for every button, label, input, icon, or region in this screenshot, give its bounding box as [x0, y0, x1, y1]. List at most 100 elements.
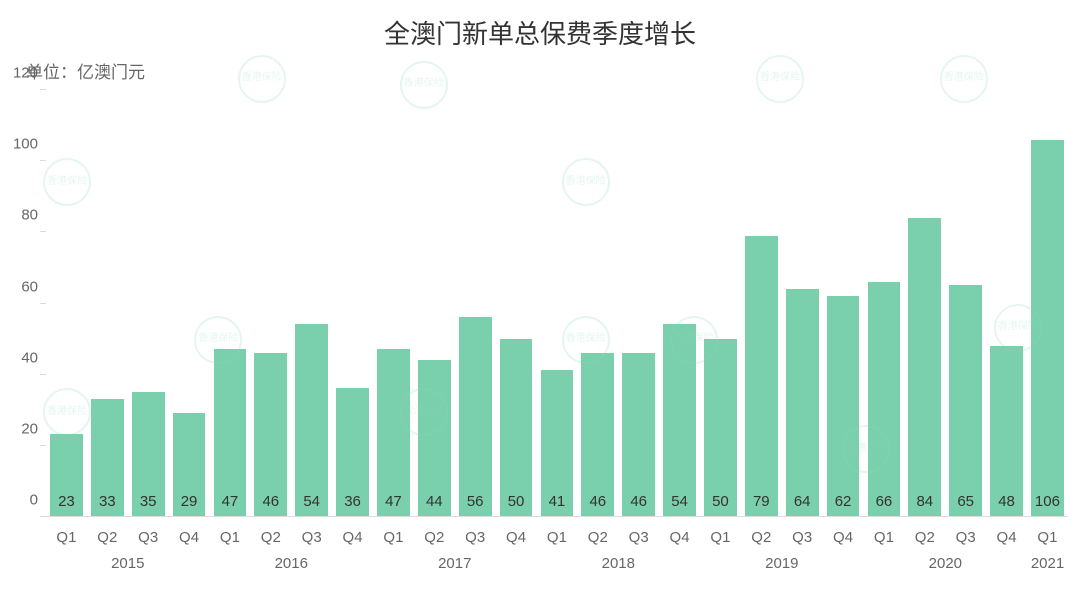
- chart-container: 全澳门新单总保费季度增长 单位：亿澳门元 2333352947465436474…: [0, 0, 1080, 607]
- bar-value-label: 46: [254, 493, 287, 510]
- bar-slot: 44: [414, 90, 455, 516]
- y-tick: [40, 231, 46, 232]
- bar-value-label: 54: [295, 493, 328, 510]
- bar-slot: 79: [741, 90, 782, 516]
- bar-value-label: 46: [622, 493, 655, 510]
- bar-value-label: 36: [336, 493, 369, 510]
- bar-slot: 48: [986, 90, 1027, 516]
- bar-slot: 50: [496, 90, 537, 516]
- bar-slot: 64: [782, 90, 823, 516]
- bar-slot: 106: [1027, 90, 1068, 516]
- x-year-label: 2015: [46, 551, 210, 572]
- bar-value-label: 29: [173, 493, 206, 510]
- bar-slot: 36: [332, 90, 373, 516]
- bar-slot: 46: [250, 90, 291, 516]
- x-quarter-label: Q2: [904, 523, 945, 546]
- bar-value-label: 23: [50, 493, 83, 510]
- bar-slot: 47: [210, 90, 251, 516]
- bar: 41: [541, 370, 574, 516]
- bar: 50: [500, 339, 533, 517]
- y-tick: [40, 445, 46, 446]
- x-quarter-label: Q4: [659, 523, 700, 546]
- bar-slot: 46: [577, 90, 618, 516]
- x-quarter-label: Q1: [1027, 523, 1068, 546]
- bar: 35: [132, 392, 165, 516]
- bar-slot: 65: [945, 90, 986, 516]
- bars-region: 23 33 35 29 47 46 54 36 47 44 56 50 41 46 46 54 50 796462…: [46, 90, 1068, 517]
- bar-slot: 50: [700, 90, 741, 516]
- bar-value-label: 35: [132, 493, 165, 510]
- x-quarter-label: Q4: [169, 523, 210, 546]
- bar-value-label: 50: [704, 493, 737, 510]
- bar-value-label: 56: [459, 493, 492, 510]
- x-year-label: 2019: [700, 551, 864, 572]
- bar: 54: [295, 324, 328, 516]
- bar: 48: [990, 346, 1023, 516]
- x-year-labels: 2015201620172018201920202021: [46, 551, 1068, 572]
- x-year-label: 2021: [1027, 551, 1068, 572]
- x-quarter-label: Q3: [455, 523, 496, 546]
- bar: 47: [377, 349, 410, 516]
- bar-value-label: 106: [1031, 493, 1064, 510]
- x-quarter-label: Q4: [986, 523, 1027, 546]
- bar-value-label: 33: [91, 493, 124, 510]
- bar: 62: [827, 296, 860, 516]
- y-tick-label: 20: [21, 420, 38, 437]
- y-tick-label: 60: [21, 278, 38, 295]
- bar: 65: [949, 285, 982, 516]
- bar: 106: [1031, 140, 1064, 516]
- x-quarter-label: Q1: [537, 523, 578, 546]
- bar-slot: 46: [618, 90, 659, 516]
- bar: 47: [214, 349, 247, 516]
- x-quarter-label: Q4: [496, 523, 537, 546]
- bar-value-label: 62: [827, 493, 860, 510]
- bar-value-label: 79: [745, 493, 778, 510]
- bar: 54: [663, 324, 696, 516]
- y-tick-label: 120: [13, 65, 38, 82]
- y-tick-label: 80: [21, 207, 38, 224]
- x-quarter-label: Q1: [700, 523, 741, 546]
- bar-value-label: 47: [214, 493, 247, 510]
- bar-slot: 35: [128, 90, 169, 516]
- x-quarter-label: Q2: [87, 523, 128, 546]
- bar-value-label: 50: [500, 493, 533, 510]
- bar: 44: [418, 360, 451, 516]
- x-quarter-label: Q1: [210, 523, 251, 546]
- bar: 46: [254, 353, 287, 516]
- bar: 46: [581, 353, 614, 516]
- x-quarter-label: Q2: [741, 523, 782, 546]
- bar-value-label: 65: [949, 493, 982, 510]
- y-tick-label: 100: [13, 136, 38, 153]
- bar-value-label: 66: [868, 493, 901, 510]
- x-quarter-label: Q3: [128, 523, 169, 546]
- x-quarter-label: Q3: [782, 523, 823, 546]
- x-quarter-label: Q3: [291, 523, 332, 546]
- bar: 79: [745, 236, 778, 516]
- bar-slot: 29: [169, 90, 210, 516]
- bar: 84: [908, 218, 941, 516]
- bar-slot: 62: [823, 90, 864, 516]
- x-year-label: 2020: [864, 551, 1028, 572]
- bar-slot: 33: [87, 90, 128, 516]
- bar-slot: 84: [904, 90, 945, 516]
- y-tick: [40, 303, 46, 304]
- y-tick: [40, 374, 46, 375]
- y-tick-label: 40: [21, 349, 38, 366]
- bar-slot: 41: [537, 90, 578, 516]
- bar-value-label: 48: [990, 493, 1023, 510]
- bar-value-label: 44: [418, 493, 451, 510]
- x-quarter-labels: Q1Q2Q3Q4Q1Q2Q3Q4Q1Q2Q3Q4Q1Q2Q3Q4Q1Q2Q3Q4…: [46, 523, 1068, 546]
- bar-slot: 47: [373, 90, 414, 516]
- x-quarter-label: Q4: [332, 523, 373, 546]
- bar-value-label: 46: [581, 493, 614, 510]
- unit-label: 单位：亿澳门元: [26, 58, 145, 83]
- bar-slot: 54: [291, 90, 332, 516]
- bar-slot: 66: [864, 90, 905, 516]
- x-quarter-label: Q2: [250, 523, 291, 546]
- bar: 50: [704, 339, 737, 517]
- x-year-label: 2018: [537, 551, 701, 572]
- x-year-label: 2016: [210, 551, 374, 572]
- y-tick-label: 0: [30, 492, 38, 509]
- bar-value-label: 41: [541, 493, 574, 510]
- bar-value-label: 84: [908, 493, 941, 510]
